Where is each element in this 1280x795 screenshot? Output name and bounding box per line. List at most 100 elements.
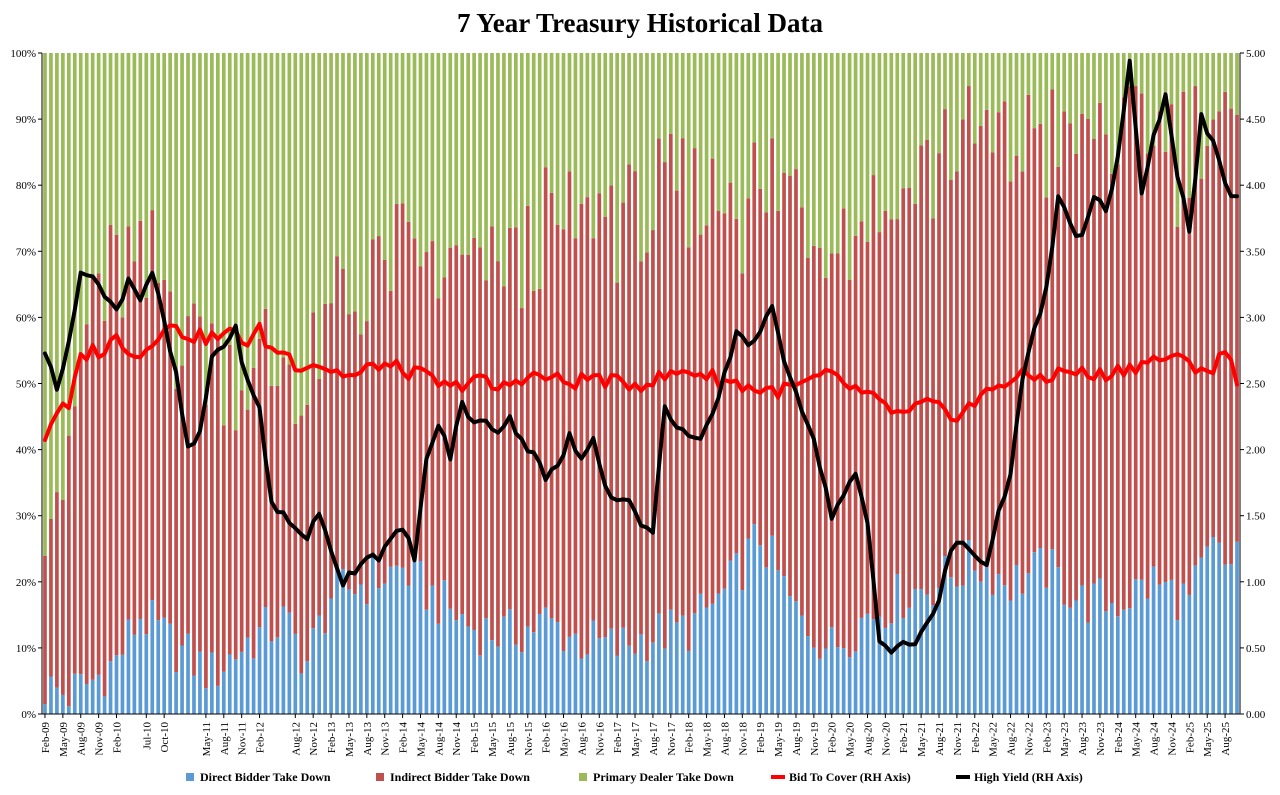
bar-direct — [1187, 594, 1192, 714]
bar-indirect — [704, 225, 709, 608]
bar-direct — [776, 570, 780, 714]
bar-primary — [758, 53, 763, 189]
bar-primary — [1014, 53, 1019, 156]
x-tick-label: Aug-14 — [433, 722, 445, 756]
bar-primary — [913, 53, 918, 204]
bar-indirect — [919, 145, 923, 590]
bar-direct — [1121, 609, 1126, 714]
bar-direct — [460, 614, 465, 714]
bar-indirect — [1092, 138, 1096, 584]
bar-direct — [72, 673, 77, 714]
bar-direct — [406, 585, 411, 714]
bar-primary — [442, 53, 447, 278]
left-tick-label: 90% — [16, 114, 36, 126]
bar-primary — [132, 53, 137, 262]
bar-direct — [114, 655, 119, 714]
bar-primary — [215, 53, 220, 340]
bar-primary — [221, 53, 226, 426]
bar-primary — [508, 53, 512, 228]
bar-direct — [400, 567, 405, 714]
right-tick-label: 0.50 — [1246, 643, 1266, 655]
bar-indirect — [931, 218, 935, 606]
bar-primary — [466, 53, 471, 255]
bar-primary — [472, 53, 476, 238]
left-tick-label: 10% — [16, 643, 36, 655]
bar-direct — [323, 633, 327, 714]
bar-direct — [198, 651, 202, 714]
bar-indirect — [847, 279, 852, 658]
bar-indirect — [1032, 128, 1037, 553]
bar-direct — [215, 685, 220, 714]
bar-primary — [651, 53, 655, 231]
bar-primary — [108, 53, 113, 226]
bar-indirect — [1133, 86, 1138, 580]
bar-primary — [901, 53, 906, 189]
bar-primary — [198, 53, 202, 317]
x-tick-label: Aug-16 — [576, 722, 588, 756]
bar-direct — [144, 634, 149, 714]
bar-direct — [961, 585, 965, 714]
bar-primary — [1008, 53, 1013, 182]
bar-primary — [1145, 53, 1150, 154]
bar-primary — [382, 53, 387, 260]
bar-primary — [1115, 53, 1120, 165]
bar-primary — [543, 53, 548, 168]
bar-primary — [591, 53, 596, 239]
x-tick-label: May-17 — [630, 722, 642, 757]
bar-primary — [1175, 53, 1180, 227]
bar-primary — [102, 53, 107, 321]
bar-indirect — [382, 259, 387, 584]
left-tick-label: 30% — [16, 511, 36, 523]
bar-primary — [1062, 53, 1067, 112]
bar-indirect — [1002, 101, 1007, 586]
bar-direct — [287, 612, 292, 714]
bar-direct — [1157, 584, 1162, 714]
bar-primary — [585, 53, 590, 198]
bar-direct — [412, 556, 417, 714]
bar-indirect — [144, 297, 149, 635]
bar-indirect — [72, 406, 77, 674]
x-tick-label: May-24 — [1131, 722, 1143, 757]
bar-primary — [305, 53, 310, 405]
bar-direct — [66, 706, 71, 714]
bar-direct — [84, 684, 89, 714]
bar-indirect — [853, 235, 858, 652]
bar-indirect — [990, 152, 995, 595]
bar-indirect — [925, 139, 929, 595]
line-high-yield — [43, 58, 1239, 655]
bar-direct — [1014, 564, 1019, 714]
bar-direct — [329, 598, 333, 714]
x-tick-label: Feb-09 — [40, 722, 52, 754]
bar-direct — [448, 608, 453, 714]
bar-indirect — [1181, 91, 1186, 584]
right-tick-label: 2.50 — [1246, 379, 1266, 391]
bar-indirect — [257, 338, 262, 628]
bar-indirect — [496, 261, 500, 647]
bar-direct — [1133, 579, 1138, 714]
bar-primary — [150, 53, 155, 211]
bar-primary — [823, 53, 828, 278]
bar-indirect — [555, 224, 560, 623]
bar-indirect — [621, 202, 625, 628]
x-tick-label: Feb-19 — [755, 722, 767, 754]
bar-primary — [1151, 53, 1156, 146]
bar-primary — [245, 53, 250, 410]
legend-swatch — [579, 773, 587, 781]
bar-indirect — [651, 230, 655, 643]
x-tick-label: Nov-22 — [1023, 722, 1035, 756]
bar-direct — [430, 585, 435, 714]
bar-primary — [1139, 53, 1144, 94]
legend-swatch — [186, 773, 194, 781]
x-tick-label: Aug-17 — [648, 722, 660, 756]
bar-primary — [162, 53, 167, 280]
bar-indirect — [186, 316, 190, 634]
bar-direct — [972, 570, 977, 714]
bar-primary — [567, 53, 572, 172]
bar-primary — [937, 53, 941, 154]
bar-direct — [990, 594, 995, 714]
bar-primary — [43, 53, 47, 556]
bar-primary — [1169, 53, 1174, 105]
bar-indirect — [394, 204, 399, 566]
bar-primary — [806, 53, 810, 258]
bar-indirect — [1044, 197, 1049, 588]
